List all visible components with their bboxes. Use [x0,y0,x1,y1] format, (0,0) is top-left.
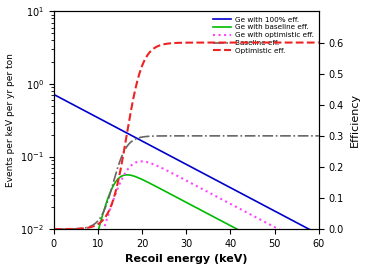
Optimistic eff. [269,41,274,44]
Ge with baseline eff. [153,184,157,188]
Ge with baseline eff. [211,215,215,218]
Ge with 100% eff. [316,231,321,234]
Ge with optimistic eff. [139,160,144,163]
Ge with 100% eff. [224,184,228,187]
Ge with optimistic eff. [270,224,274,227]
Optimistic eff. [153,46,157,49]
Ge with optimistic eff. [211,193,215,196]
Optimistic eff. [249,41,254,44]
Baseline eff. [211,134,215,137]
Ge with optimistic eff. [224,200,228,203]
Line: Ge with baseline eff.: Ge with baseline eff. [54,175,319,232]
Ge with baseline eff. [52,231,56,234]
Legend: Ge with 100% eff., Ge with baseline eff., Ge with optimistic eff., Baseline eff.: Ge with 100% eff., Ge with baseline eff.… [212,15,315,55]
Line: Optimistic eff.: Optimistic eff. [54,43,319,229]
Ge with 100% eff. [52,93,56,96]
Optimistic eff. [224,41,228,44]
Ge with baseline eff. [270,231,274,234]
Optimistic eff. [52,228,56,231]
Baseline eff. [224,134,228,137]
Ge with 100% eff. [153,146,157,150]
Ge with 100% eff. [269,208,274,211]
Ge with optimistic eff. [316,231,321,234]
Optimistic eff. [316,41,321,44]
Line: Ge with 100% eff.: Ge with 100% eff. [54,94,319,232]
X-axis label: Recoil energy (keV): Recoil energy (keV) [125,254,247,264]
Ge with baseline eff. [224,222,228,225]
Ge with optimistic eff. [52,231,56,234]
Ge with baseline eff. [100,215,104,218]
Optimistic eff. [211,41,215,44]
Ge with baseline eff. [125,173,129,177]
Ge with 100% eff. [313,231,317,234]
Ge with baseline eff. [249,231,254,234]
Ge with optimistic eff. [100,231,104,234]
Ge with optimistic eff. [249,214,254,217]
Baseline eff. [249,134,254,137]
Ge with 100% eff. [211,177,215,180]
Baseline eff. [153,134,157,138]
Ge with optimistic eff. [153,163,157,167]
Baseline eff. [100,213,104,216]
Line: Baseline eff.: Baseline eff. [54,136,319,229]
Y-axis label: Events per keV per yr per ton: Events per keV per yr per ton [5,53,15,187]
Optimistic eff. [100,219,104,222]
Baseline eff. [269,134,274,137]
Ge with 100% eff. [100,118,104,122]
Ge with 100% eff. [249,197,254,201]
Line: Ge with optimistic eff.: Ge with optimistic eff. [54,161,319,232]
Ge with baseline eff. [316,231,321,234]
Y-axis label: Efficiency: Efficiency [349,93,360,147]
Baseline eff. [316,134,321,137]
Baseline eff. [52,228,56,231]
